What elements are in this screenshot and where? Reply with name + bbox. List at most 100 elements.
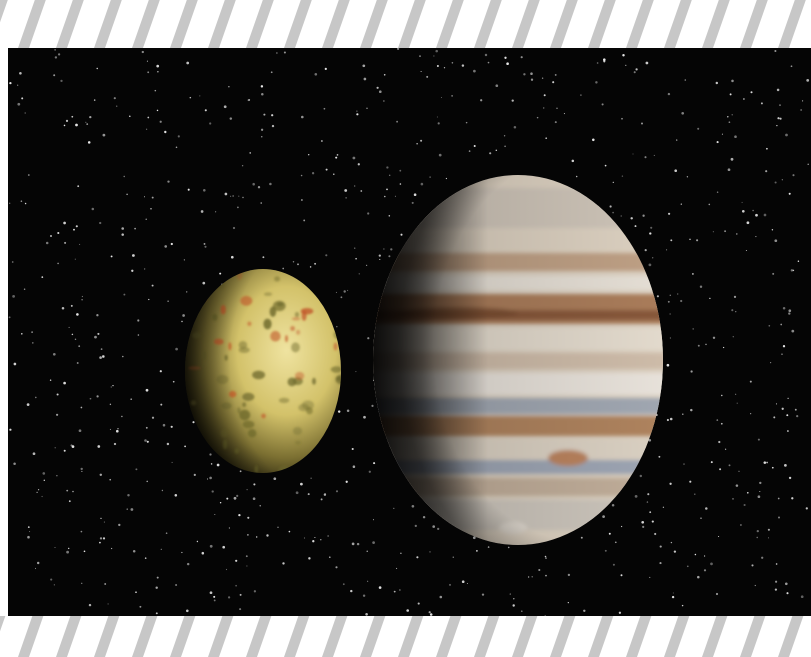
star bbox=[255, 536, 258, 538]
star bbox=[692, 328, 694, 330]
star bbox=[654, 532, 657, 536]
star bbox=[779, 104, 781, 106]
star bbox=[756, 529, 759, 533]
star bbox=[393, 507, 395, 510]
star bbox=[743, 503, 746, 507]
star bbox=[669, 313, 671, 315]
star bbox=[681, 111, 685, 115]
star bbox=[143, 196, 146, 198]
star bbox=[269, 182, 272, 186]
star bbox=[78, 345, 81, 348]
star bbox=[85, 121, 87, 123]
star bbox=[36, 561, 40, 565]
star bbox=[160, 548, 162, 550]
stripe bbox=[702, 616, 728, 657]
star bbox=[270, 71, 273, 74]
star bbox=[644, 156, 647, 159]
star bbox=[620, 525, 623, 528]
star bbox=[165, 532, 168, 535]
star bbox=[416, 556, 419, 559]
star bbox=[790, 65, 793, 68]
stripe bbox=[0, 616, 6, 632]
star bbox=[691, 272, 694, 275]
star bbox=[99, 221, 102, 225]
star bbox=[235, 559, 238, 562]
star bbox=[763, 213, 767, 217]
star bbox=[53, 74, 56, 77]
star bbox=[393, 590, 396, 593]
star bbox=[273, 477, 277, 481]
star bbox=[146, 440, 149, 443]
star bbox=[662, 506, 665, 508]
star bbox=[21, 97, 24, 100]
star bbox=[155, 586, 158, 589]
star bbox=[186, 609, 189, 613]
stripe bbox=[360, 616, 386, 657]
star bbox=[538, 568, 541, 572]
star bbox=[697, 575, 700, 579]
star bbox=[681, 604, 684, 607]
star bbox=[452, 556, 455, 558]
star bbox=[362, 594, 366, 597]
star bbox=[282, 562, 285, 565]
star bbox=[642, 525, 645, 528]
star bbox=[56, 475, 58, 477]
star bbox=[113, 97, 116, 100]
star bbox=[345, 197, 347, 199]
star bbox=[129, 115, 131, 118]
star bbox=[283, 51, 286, 54]
star bbox=[80, 530, 83, 533]
star bbox=[80, 467, 83, 471]
star bbox=[335, 490, 339, 493]
star bbox=[604, 549, 607, 552]
star bbox=[436, 116, 438, 118]
stripe bbox=[512, 616, 538, 657]
star bbox=[786, 430, 789, 432]
star bbox=[50, 235, 52, 237]
star bbox=[204, 109, 207, 112]
star bbox=[202, 281, 206, 285]
star bbox=[137, 334, 140, 336]
star bbox=[27, 174, 30, 176]
star bbox=[362, 64, 366, 68]
star bbox=[472, 536, 476, 540]
star bbox=[390, 248, 393, 251]
star bbox=[571, 159, 575, 163]
star bbox=[103, 521, 105, 523]
space-illustration bbox=[8, 48, 811, 616]
stripe bbox=[322, 616, 348, 657]
star bbox=[102, 537, 106, 540]
star bbox=[677, 293, 679, 295]
star bbox=[137, 319, 140, 322]
star bbox=[109, 478, 112, 481]
star bbox=[167, 300, 169, 302]
star bbox=[76, 362, 79, 364]
star bbox=[718, 535, 720, 538]
star bbox=[367, 337, 370, 340]
star bbox=[543, 94, 546, 97]
star bbox=[9, 428, 12, 431]
star bbox=[115, 429, 119, 433]
star bbox=[429, 551, 431, 553]
star bbox=[388, 174, 391, 177]
star bbox=[641, 520, 645, 524]
star bbox=[676, 139, 678, 141]
star bbox=[634, 495, 638, 498]
star bbox=[174, 494, 178, 497]
star bbox=[731, 309, 734, 312]
star bbox=[449, 583, 451, 586]
star bbox=[292, 261, 295, 263]
star bbox=[50, 578, 53, 581]
star bbox=[130, 508, 134, 511]
star bbox=[67, 547, 70, 550]
star bbox=[667, 92, 671, 96]
star bbox=[489, 152, 492, 155]
star bbox=[784, 582, 788, 586]
stripe bbox=[94, 0, 122, 48]
star bbox=[761, 556, 764, 559]
star bbox=[246, 488, 248, 491]
star bbox=[372, 519, 375, 521]
star bbox=[751, 564, 754, 567]
star bbox=[175, 146, 178, 149]
star bbox=[739, 524, 742, 526]
